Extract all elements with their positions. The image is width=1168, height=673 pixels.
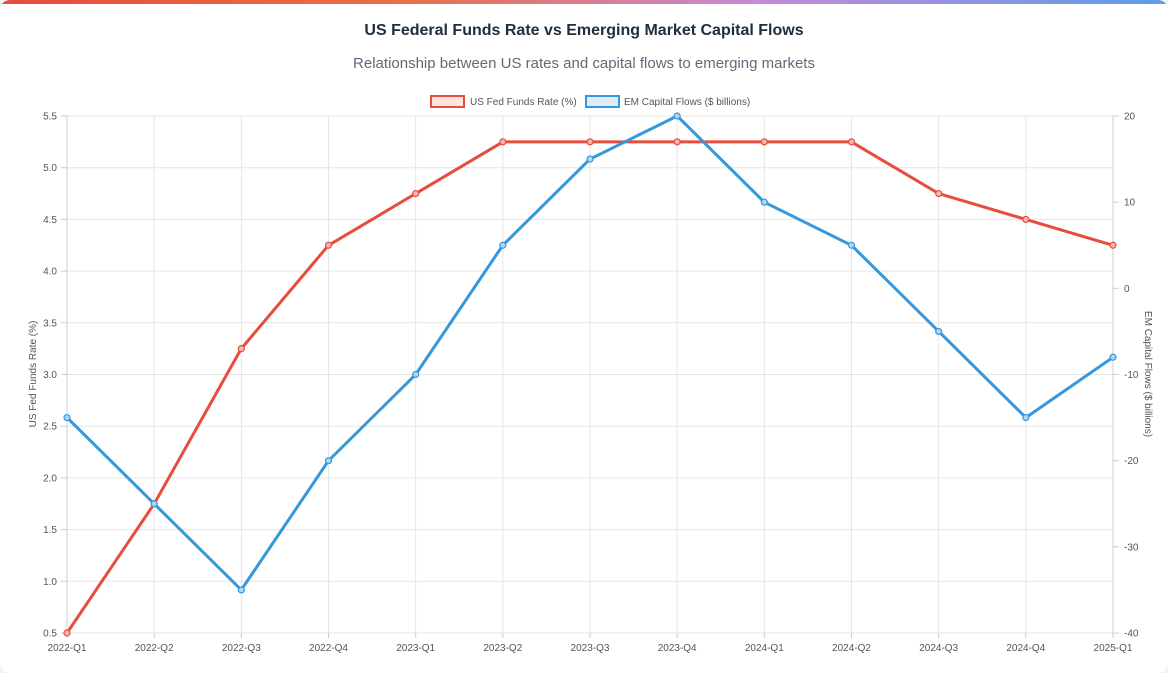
y-tick-label-left: 4.0 <box>43 267 57 278</box>
chart-subtitle: Relationship between US rates and capita… <box>353 55 815 72</box>
legend-label-em-flows[interactable]: EM Capital Flows ($ billions) <box>624 97 750 108</box>
x-tick-label: 2024-Q4 <box>1006 643 1045 654</box>
y-tick-label-left: 5.0 <box>43 163 57 174</box>
data-point-em-flows <box>1109 353 1117 361</box>
x-tick-label: 2024-Q2 <box>832 643 871 654</box>
x-tick-label: 2023-Q4 <box>658 643 697 654</box>
x-tick-label: 2024-Q1 <box>745 643 784 654</box>
data-point-em-flows <box>499 241 507 249</box>
x-tick-label: 2024-Q3 <box>919 643 958 654</box>
x-tick-label: 2022-Q4 <box>309 643 348 654</box>
data-point-fed-rate <box>586 138 594 146</box>
data-point-em-flows <box>935 327 943 336</box>
data-point-em-flows <box>150 500 158 508</box>
y-tick-label-right: 10 <box>1124 198 1136 209</box>
x-tick-label: 2022-Q1 <box>48 643 87 654</box>
y-tick-label-left: 1.0 <box>43 577 57 588</box>
data-point-fed-rate <box>1109 241 1117 249</box>
data-point-fed-rate <box>237 345 245 353</box>
x-tick-label: 2022-Q2 <box>135 643 174 654</box>
x-tick-label: 2023-Q1 <box>396 643 435 654</box>
data-point-em-flows <box>847 241 856 249</box>
data-point-fed-rate <box>324 241 333 249</box>
y-axis-title-left: US Fed Funds Rate (%) <box>28 321 39 428</box>
y-tick-label-right: -20 <box>1124 456 1139 467</box>
x-tick-label: 2022-Q3 <box>222 643 261 654</box>
data-point-fed-rate <box>935 189 943 198</box>
accent-bar <box>0 0 1168 4</box>
data-point-em-flows <box>673 112 681 120</box>
y-axis-title-right: EM Capital Flows ($ billions) <box>1142 311 1153 437</box>
data-point-fed-rate <box>847 138 856 146</box>
data-point-fed-rate <box>499 138 507 146</box>
grid-lines <box>66 115 1114 634</box>
data-point-em-flows <box>1022 413 1030 422</box>
series-layer <box>63 112 1117 637</box>
data-point-fed-rate <box>412 189 420 198</box>
data-point-fed-rate <box>760 138 768 146</box>
y-tick-label-left: 4.5 <box>43 215 57 226</box>
x-tick-label: 2023-Q3 <box>571 643 610 654</box>
data-point-em-flows <box>586 155 594 163</box>
data-point-em-flows <box>412 370 420 379</box>
data-point-em-flows <box>760 198 768 206</box>
data-point-fed-rate <box>1022 215 1030 223</box>
data-point-em-flows <box>237 586 245 594</box>
data-point-fed-rate <box>63 629 71 637</box>
legend-swatch-em-flows[interactable] <box>585 95 620 108</box>
y-tick-label-left: 2.5 <box>43 422 57 433</box>
y-tick-label-left: 1.5 <box>43 525 57 536</box>
y-tick-label-right: -10 <box>1124 370 1139 381</box>
legend-label-fed-rate[interactable]: US Fed Funds Rate (%) <box>470 97 577 108</box>
y-tick-label-left: 5.5 <box>43 112 57 123</box>
y-tick-label-left: 2.0 <box>43 473 57 484</box>
y-tick-label-right: 0 <box>1124 284 1130 295</box>
x-tick-label: 2023-Q2 <box>483 643 522 654</box>
chart-title: US Federal Funds Rate vs Emerging Market… <box>364 22 804 39</box>
legend[interactable]: US Fed Funds Rate (%) EM Capital Flows (… <box>430 95 750 108</box>
data-point-em-flows <box>63 413 71 422</box>
y-tick-label-left: 0.5 <box>43 629 57 640</box>
y-tick-label-right: -30 <box>1124 542 1139 553</box>
legend-swatch-fed-rate[interactable] <box>430 95 465 108</box>
y-tick-label-left: 3.5 <box>43 318 57 329</box>
y-tick-label-right: 20 <box>1124 112 1136 123</box>
axes: 0.5 1.0 1.5 2.0 2.5 3.0 3.5 4.0 4.5 5.0 5.5 2022-Q1… <box>43 112 1139 655</box>
data-point-em-flows <box>324 457 333 465</box>
y-tick-label-right: -40 <box>1124 629 1139 640</box>
y-tick-label-left: 3.0 <box>43 370 57 381</box>
data-point-fed-rate <box>673 138 681 146</box>
x-tick-label: 2025-Q1 <box>1094 643 1133 654</box>
